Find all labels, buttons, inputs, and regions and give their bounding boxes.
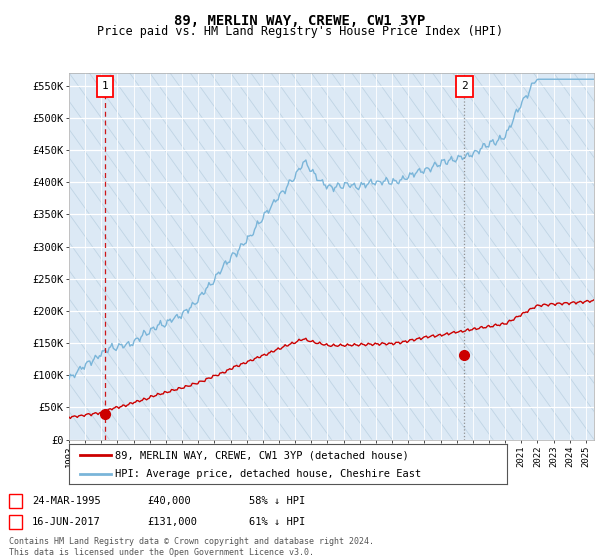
Text: 24-MAR-1995: 24-MAR-1995 xyxy=(32,496,101,506)
Text: 1: 1 xyxy=(101,81,109,91)
Text: 61% ↓ HPI: 61% ↓ HPI xyxy=(249,517,305,527)
Text: 58% ↓ HPI: 58% ↓ HPI xyxy=(249,496,305,506)
Text: 2: 2 xyxy=(13,517,19,527)
Text: HPI: Average price, detached house, Cheshire East: HPI: Average price, detached house, Ches… xyxy=(115,469,421,479)
Text: 89, MERLIN WAY, CREWE, CW1 3YP (detached house): 89, MERLIN WAY, CREWE, CW1 3YP (detached… xyxy=(115,450,409,460)
Text: Price paid vs. HM Land Registry's House Price Index (HPI): Price paid vs. HM Land Registry's House … xyxy=(97,25,503,38)
Text: 89, MERLIN WAY, CREWE, CW1 3YP: 89, MERLIN WAY, CREWE, CW1 3YP xyxy=(175,14,425,28)
Text: £40,000: £40,000 xyxy=(147,496,191,506)
Text: £131,000: £131,000 xyxy=(147,517,197,527)
Text: 2: 2 xyxy=(461,81,467,91)
Text: 16-JUN-2017: 16-JUN-2017 xyxy=(32,517,101,527)
Text: 1: 1 xyxy=(13,496,19,506)
Text: Contains HM Land Registry data © Crown copyright and database right 2024.
This d: Contains HM Land Registry data © Crown c… xyxy=(9,537,374,557)
